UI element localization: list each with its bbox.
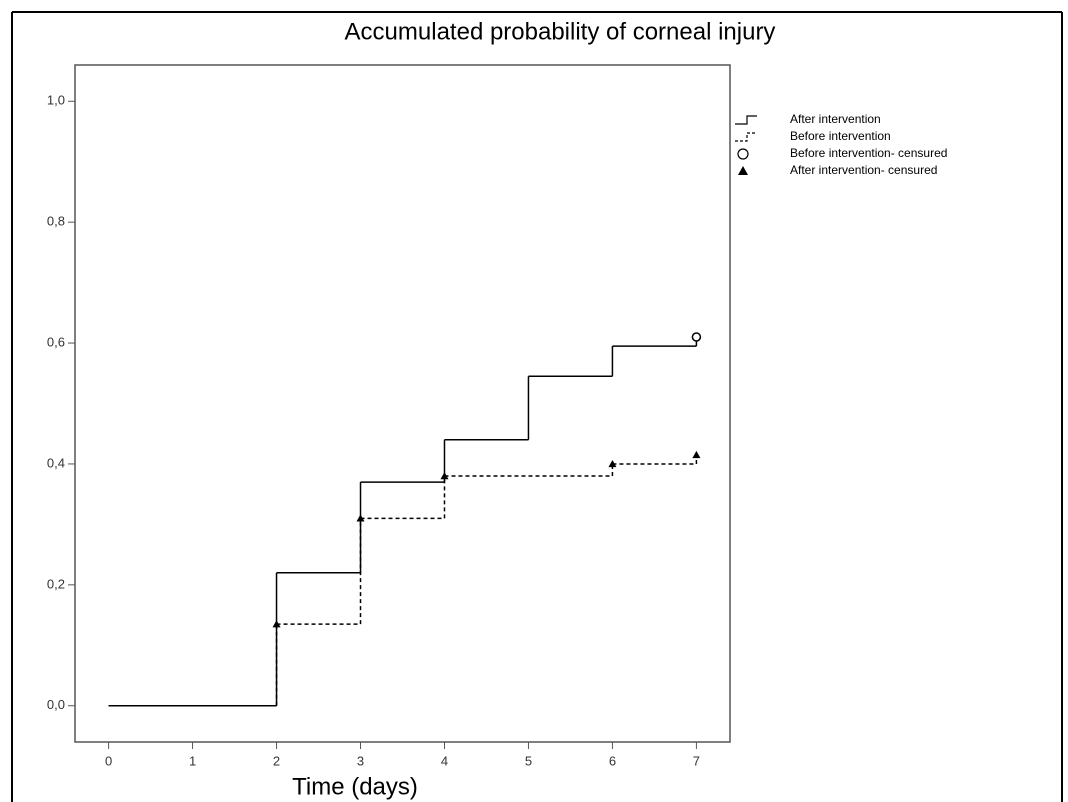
legend-symbol <box>735 132 757 142</box>
legend-symbol <box>738 166 748 175</box>
x-tick-label: 4 <box>441 753 448 768</box>
x-tick-label: 3 <box>357 753 364 768</box>
censor-triangle <box>608 459 617 468</box>
x-tick-label: 6 <box>609 753 616 768</box>
y-tick-label: 1,0 <box>47 93 65 108</box>
legend-symbol <box>735 115 757 125</box>
x-tick-label: 5 <box>525 753 532 768</box>
y-tick-label: 0,0 <box>47 697 65 712</box>
x-tick-label: 2 <box>273 753 280 768</box>
y-tick-label: 0,6 <box>47 334 65 349</box>
legend-label: Before intervention- censured <box>790 146 947 160</box>
x-axis-label: Time (days) <box>292 773 418 800</box>
censor-circle <box>691 332 702 342</box>
y-tick-label: 0,2 <box>47 576 65 591</box>
plot-box <box>74 64 731 743</box>
censor-triangle <box>692 450 701 459</box>
y-tick-label: 0,8 <box>47 214 65 229</box>
legend-label: After intervention <box>790 112 881 126</box>
censor-triangle <box>440 472 449 480</box>
chart-title: Accumulated probability of corneal injur… <box>345 18 776 45</box>
legend-label: Before intervention <box>790 129 891 143</box>
legend-symbol <box>737 148 749 160</box>
censor-triangle <box>356 514 365 522</box>
censor-triangle <box>272 620 281 628</box>
x-tick-label: 0 <box>105 753 112 768</box>
legend-label: After intervention- censured <box>790 163 937 177</box>
x-tick-label: 7 <box>693 753 700 768</box>
x-tick-label: 1 <box>189 753 196 768</box>
y-tick-label: 0,4 <box>47 455 65 470</box>
